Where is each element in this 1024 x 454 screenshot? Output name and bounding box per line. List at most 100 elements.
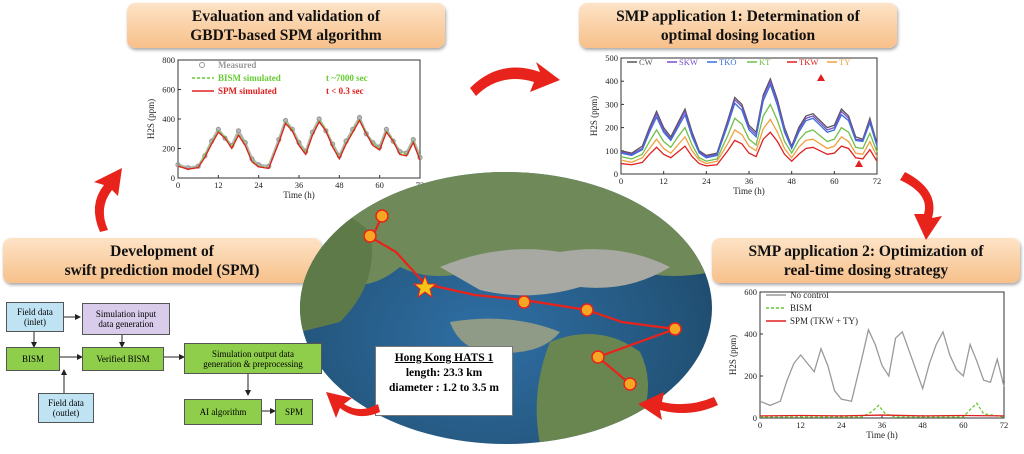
x-tick-label: 36 (295, 180, 304, 190)
series-line (620, 102, 878, 162)
station-marker (363, 229, 377, 243)
simulation-output-box: Simulation output data generation & prep… (184, 343, 322, 374)
curved-arrow-icon (94, 168, 122, 232)
hats-title: Hong Kong HATS 1 (394, 352, 494, 364)
simulation-input-box: Simulation input data generation (82, 303, 170, 335)
title-evaluation-validation: Evaluation and validation of GBDT-based … (127, 3, 445, 48)
fc-text: (outlet) (52, 408, 80, 418)
y-tick-label: 600 (744, 287, 757, 297)
station-marker (517, 295, 531, 309)
title-line-1: Development of (110, 242, 214, 260)
y-tick-label: 0 (614, 169, 618, 179)
station-marker (591, 350, 605, 364)
title-line-2: GBDT-based SPM algorithm (190, 26, 382, 44)
series-line (620, 131, 878, 167)
y-tick-label: 500 (605, 53, 618, 63)
legend-note: t < 0.3 sec (326, 86, 364, 96)
x-tick-label: 24 (254, 180, 263, 190)
fc-text: BISM (21, 354, 44, 364)
series-line (759, 327, 1005, 407)
legend-label: SPM simulated (218, 86, 277, 96)
spm-box: SPM (275, 399, 313, 425)
hats-length: length: 23.3 km (405, 367, 483, 379)
x-axis-label: Time (h) (733, 186, 764, 196)
hats-info-box: Hong Kong HATS 1 length: 23.3 km diamete… (375, 346, 513, 416)
x-tick-label: 48 (918, 420, 927, 430)
series-line (620, 82, 878, 159)
series-line (620, 118, 878, 165)
legend-label: No control (790, 290, 829, 300)
y-tick-label: 200 (605, 123, 618, 133)
title-smp-application-1: SMP application 1: Determination of opti… (579, 3, 897, 48)
x-tick-label: 12 (659, 176, 668, 186)
land-urban-kowloon (440, 249, 670, 296)
fc-text: data generation (98, 319, 154, 329)
curved-arrow-icon (470, 62, 560, 96)
x-tick-label: 60 (375, 180, 384, 190)
y-axis-label: H2S (ppm) (589, 96, 599, 136)
field-data-outlet-box: Field data (outlet) (38, 393, 94, 423)
station-marker (580, 303, 594, 317)
title-line-1: Evaluation and validation of (191, 7, 381, 25)
treatment-works-star (412, 274, 438, 299)
legend-label: BISM simulated (218, 73, 281, 83)
legend-label: CW (639, 57, 653, 67)
fc-text: Field data (48, 398, 84, 408)
legend-label: BISM (790, 303, 812, 313)
y-tick-label: 400 (162, 114, 175, 124)
y-tick-label: 400 (605, 76, 618, 86)
curved-arrow-icon (638, 392, 718, 420)
chart-dosing-location: 0 12 24 36 48 60 72 0 100 200 300 400 500 Time (h) H2S… (585, 52, 885, 204)
dosing-marker (855, 160, 863, 167)
series-line (177, 119, 421, 170)
x-tick-label: 0 (619, 176, 623, 186)
curved-arrow-icon (326, 392, 380, 418)
x-tick-label: 36 (878, 420, 887, 430)
hats-diameter: diameter : 1.2 to 3.5 m (389, 382, 499, 394)
y-tick-label: 200 (162, 144, 175, 154)
land-hk-island (450, 318, 560, 353)
legend-note: t ~7000 sec (326, 73, 368, 83)
legend-label: KT (759, 57, 771, 67)
legend-label: TKW (799, 57, 818, 67)
flowchart-arrows (31, 314, 276, 414)
station-marker (668, 322, 682, 336)
fc-text: SPM (284, 407, 303, 417)
fc-text: Verified BISM (96, 354, 150, 364)
y-tick-label: 0 (171, 173, 175, 183)
x-tick-label: 36 (745, 176, 754, 186)
curved-arrow-icon (900, 172, 942, 240)
fc-text: Simulation input (95, 309, 157, 319)
series-line (759, 414, 1005, 417)
title-line-1: SMP application 2: Optimization of (748, 242, 984, 260)
y-tick-label: 0 (753, 413, 757, 423)
x-tick-label: 24 (837, 420, 846, 430)
fc-text: AI algorithm (199, 407, 247, 417)
station-marker (623, 377, 637, 391)
y-tick-label: 600 (162, 85, 175, 95)
x-tick-label: 12 (796, 420, 805, 430)
legend-marker (199, 62, 205, 68)
title-line-2: swift prediction model (SPM) (64, 261, 260, 279)
legend-label: Measured (218, 60, 256, 70)
chart-dosing-strategy-svg: 0 12 24 36 48 60 72 0 200 400 600 Time (h) H2S (ppm)… (728, 287, 1008, 440)
fc-text: Simulation output data (212, 348, 294, 359)
x-axis-label: Time (h) (283, 190, 314, 200)
title-line-2: real-time dosing strategy (783, 261, 949, 279)
chart-dosing-location-svg: 0 12 24 36 48 60 72 0 100 200 300 400 500 Time (h) H2S… (589, 53, 881, 196)
y-tick-label: 400 (744, 329, 757, 339)
plot-area (177, 59, 421, 179)
satellite-map-svg (300, 172, 712, 444)
y-axis-label: H2S (ppm) (728, 335, 738, 375)
title-line-2: optimal dosing location (660, 26, 816, 44)
y-axis-label: H2S (ppm) (146, 99, 156, 139)
legend-label: SPM (TKW + TY) (790, 316, 858, 326)
x-tick-label: 60 (959, 420, 968, 430)
x-tick-label: 0 (758, 420, 762, 430)
y-tick-label: 800 (162, 55, 175, 65)
legend-label: TY (839, 57, 850, 67)
legend-label: TKO (719, 57, 736, 67)
station-marker (375, 209, 389, 223)
title-line-1: SMP application 1: Determination of (616, 7, 860, 25)
field-data-inlet-box: Field data (inlet) (6, 302, 64, 332)
